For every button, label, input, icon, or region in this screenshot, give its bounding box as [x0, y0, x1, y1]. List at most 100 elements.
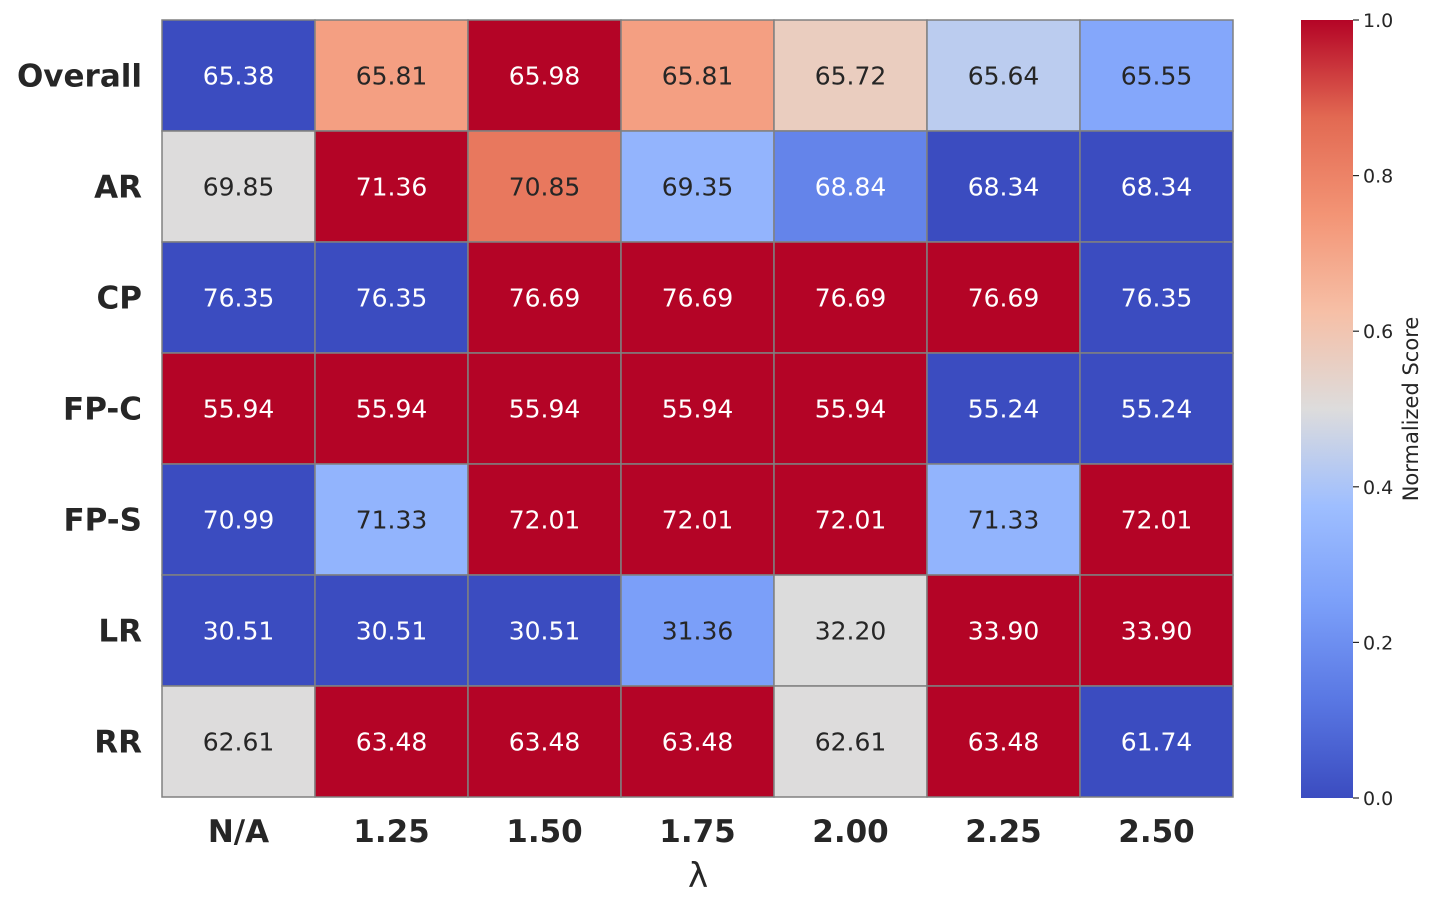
heatmap-cell: [773, 241, 928, 354]
heatmap-cell: [620, 685, 775, 798]
cell-value-label: 33.90: [968, 617, 1040, 646]
x-axis-label: λ: [688, 856, 708, 896]
row-tick-label: RR: [94, 725, 142, 761]
heatmap-cell: [467, 685, 622, 798]
cell-value-label: 68.84: [815, 173, 887, 202]
heatmap-cell: [773, 130, 928, 243]
heatmap-cell: [926, 130, 1081, 243]
heatmap-cell: [467, 463, 622, 576]
column-tick-label: 1.25: [353, 814, 430, 850]
heatmap-cell: [314, 574, 469, 687]
cell-value-label: 55.94: [509, 395, 581, 424]
heatmap-cell: [161, 574, 316, 687]
heatmap-cell: [620, 352, 775, 465]
heatmap-cell: [773, 19, 928, 132]
cell-value-label: 55.24: [968, 395, 1040, 424]
cell-value-label: 69.35: [662, 173, 734, 202]
column-labels: N/A 1.25 1.50 1.75 2.00 2.25 2.50: [208, 814, 1195, 850]
heatmap-cell: [926, 685, 1081, 798]
heatmap-cell: [314, 19, 469, 132]
heatmap-cell: [1079, 241, 1234, 354]
heatmap-cell: [1079, 574, 1234, 687]
heatmap-cells: 65.38 65.81 65.98 65.81 65.72 65.64 65.55 69.85…: [161, 19, 1234, 798]
cell-value-label: 30.51: [509, 617, 581, 646]
cell-value-label: 76.69: [662, 284, 734, 313]
row-tick-label: CP: [97, 281, 142, 317]
cell-value-label: 65.38: [203, 62, 275, 91]
heatmap-cell: [161, 130, 316, 243]
heatmap-cell: [620, 241, 775, 354]
cell-value-label: 71.33: [356, 506, 428, 535]
heatmap-cell: [161, 19, 316, 132]
cell-value-label: 30.51: [356, 617, 428, 646]
cell-value-label: 76.35: [203, 284, 275, 313]
cell-value-label: 65.72: [815, 62, 887, 91]
cell-value-label: 65.55: [1121, 62, 1193, 91]
column-tick-label: 2.50: [1118, 814, 1195, 850]
cell-value-label: 72.01: [662, 506, 734, 535]
row-tick-label: AR: [94, 170, 142, 206]
colorbar-ticks: 0.0 0.2 0.4 0.6 0.8 1.0: [1353, 10, 1393, 810]
cell-value-label: 63.48: [968, 728, 1040, 757]
colorbar-tick-label: 0.8: [1363, 166, 1393, 188]
cell-value-label: 76.69: [509, 284, 581, 313]
cell-value-label: 63.48: [509, 728, 581, 757]
heatmap-cell: [314, 241, 469, 354]
cell-value-label: 65.81: [356, 62, 428, 91]
cell-value-label: 32.20: [815, 617, 887, 646]
colorbar-tick-label: 1.0: [1363, 10, 1393, 32]
cell-value-label: 70.99: [203, 506, 275, 535]
heatmap-cell: [926, 19, 1081, 132]
row-tick-label: Overall: [17, 59, 142, 95]
column-tick-label: 2.25: [965, 814, 1042, 850]
cell-value-label: 65.98: [509, 62, 581, 91]
cell-value-label: 55.94: [356, 395, 428, 424]
heatmap-cell: [926, 241, 1081, 354]
heatmap-cell: [1079, 463, 1234, 576]
cell-value-label: 71.33: [968, 506, 1040, 535]
cell-value-label: 76.69: [968, 284, 1040, 313]
cell-value-label: 33.90: [1121, 617, 1193, 646]
row-labels: Overall AR CP FP-C FP-S LR RR: [17, 59, 142, 761]
heatmap-cell: [161, 463, 316, 576]
row-tick-label: LR: [98, 614, 142, 650]
cell-value-label: 55.94: [203, 395, 275, 424]
heatmap-cell: [1079, 352, 1234, 465]
colorbar: 0.0 0.2 0.4 0.6 0.8 1.0 Normalized Score: [1301, 10, 1423, 810]
cell-value-label: 55.94: [662, 395, 734, 424]
cell-value-label: 62.61: [815, 728, 887, 757]
heatmap-cell: [773, 685, 928, 798]
heatmap-cell: [467, 574, 622, 687]
heatmap-cell: [926, 352, 1081, 465]
heatmap-cell: [314, 352, 469, 465]
cell-value-label: 70.85: [509, 173, 581, 202]
cell-value-label: 63.48: [662, 728, 734, 757]
cell-value-label: 65.64: [968, 62, 1040, 91]
column-tick-label: 2.00: [812, 814, 889, 850]
cell-value-label: 55.24: [1121, 395, 1193, 424]
heatmap-cell: [467, 130, 622, 243]
colorbar-tick-label: 0.4: [1363, 477, 1393, 499]
column-tick-label: N/A: [208, 814, 269, 850]
cell-value-label: 72.01: [1121, 506, 1193, 535]
heatmap-cell: [161, 685, 316, 798]
heatmap-cell: [620, 574, 775, 687]
colorbar-label: Normalized Score: [1399, 317, 1423, 502]
colorbar-tick-label: 0.2: [1363, 632, 1393, 654]
heatmap-cell: [620, 19, 775, 132]
cell-value-label: 68.34: [1121, 173, 1193, 202]
heatmap-cell: [773, 574, 928, 687]
column-tick-label: 1.75: [659, 814, 736, 850]
heatmap-cell: [1079, 130, 1234, 243]
cell-value-label: 76.35: [356, 284, 428, 313]
heatmap-cell: [1079, 685, 1234, 798]
cell-value-label: 76.69: [815, 284, 887, 313]
column-tick-label: 1.50: [506, 814, 583, 850]
cell-value-label: 76.35: [1121, 284, 1193, 313]
heatmap-cell: [467, 19, 622, 132]
cell-value-label: 62.61: [203, 728, 275, 757]
row-tick-label: FP-C: [63, 392, 142, 428]
colorbar-tick-label: 0.0: [1363, 788, 1393, 810]
cell-value-label: 69.85: [203, 173, 275, 202]
